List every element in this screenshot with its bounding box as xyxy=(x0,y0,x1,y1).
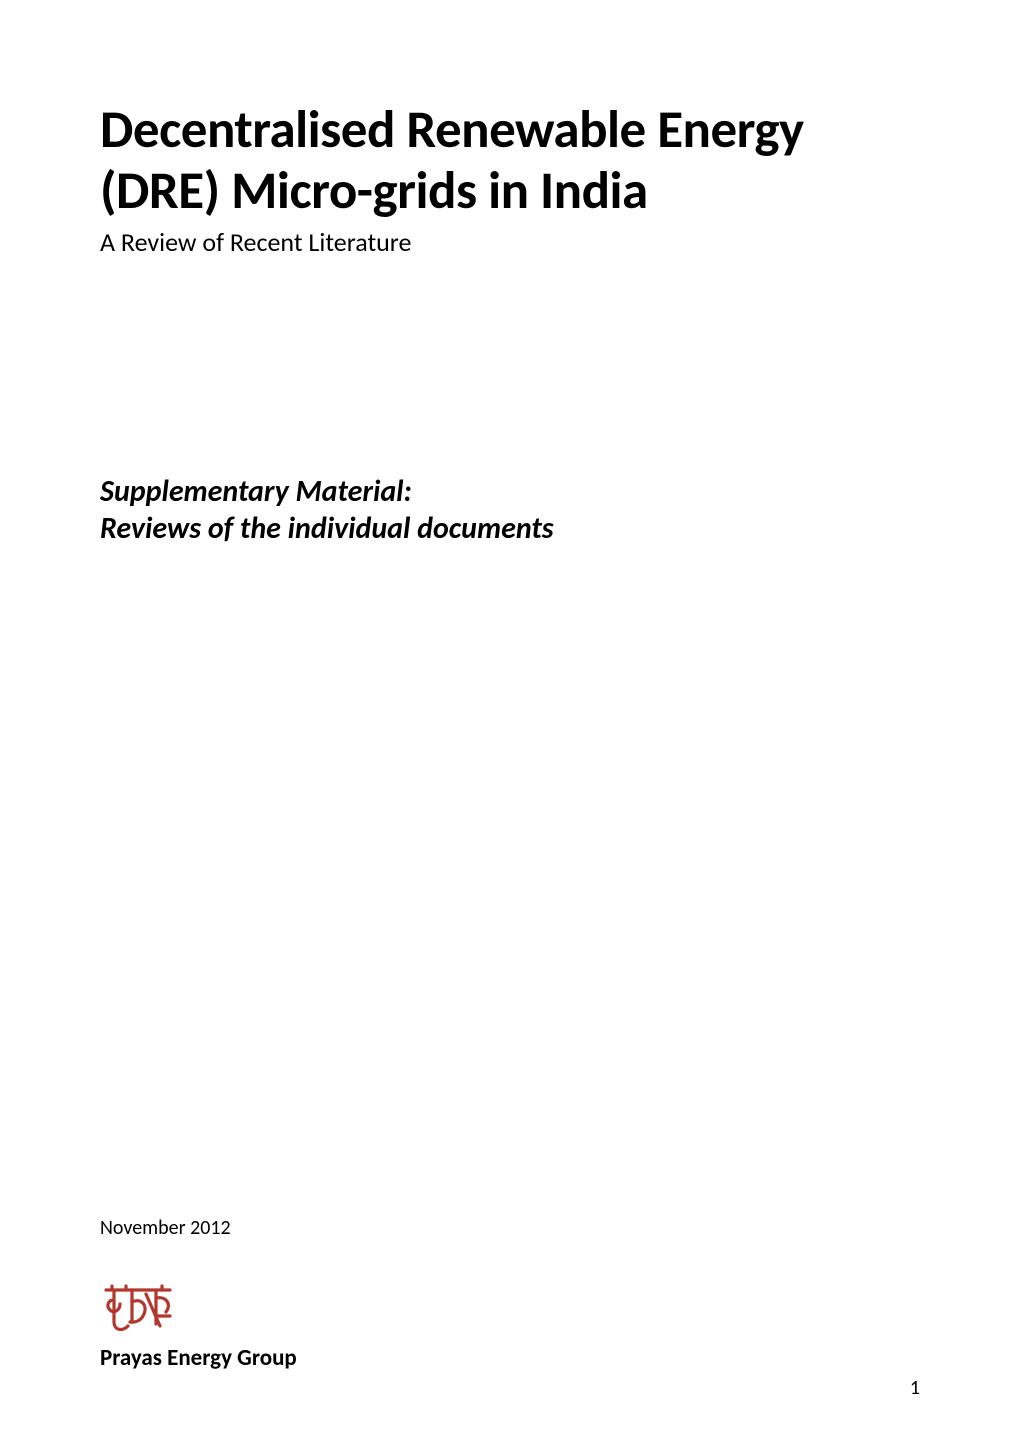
supplementary-line-1: Supplementary Material: xyxy=(100,473,920,511)
supplementary-line-2: Reviews of the individual documents xyxy=(100,510,920,548)
title-line-1: Decentralised Renewable Energy xyxy=(100,100,920,161)
page-number: 1 xyxy=(910,1376,920,1400)
supplementary-block: Supplementary Material: Reviews of the i… xyxy=(100,473,920,548)
publication-date: November 2012 xyxy=(100,1216,297,1240)
prayas-logo-icon xyxy=(100,1276,297,1338)
document-page: Decentralised Renewable Energy (DRE) Mic… xyxy=(0,0,1020,1442)
subtitle: A Review of Recent Literature xyxy=(100,226,920,258)
title-line-2: (DRE) Micro-grids in India xyxy=(100,161,920,222)
title-block: Decentralised Renewable Energy (DRE) Mic… xyxy=(100,100,920,258)
footer-block: November 2012 xyxy=(100,1216,297,1372)
organization-name: Prayas Energy Group xyxy=(100,1344,297,1372)
